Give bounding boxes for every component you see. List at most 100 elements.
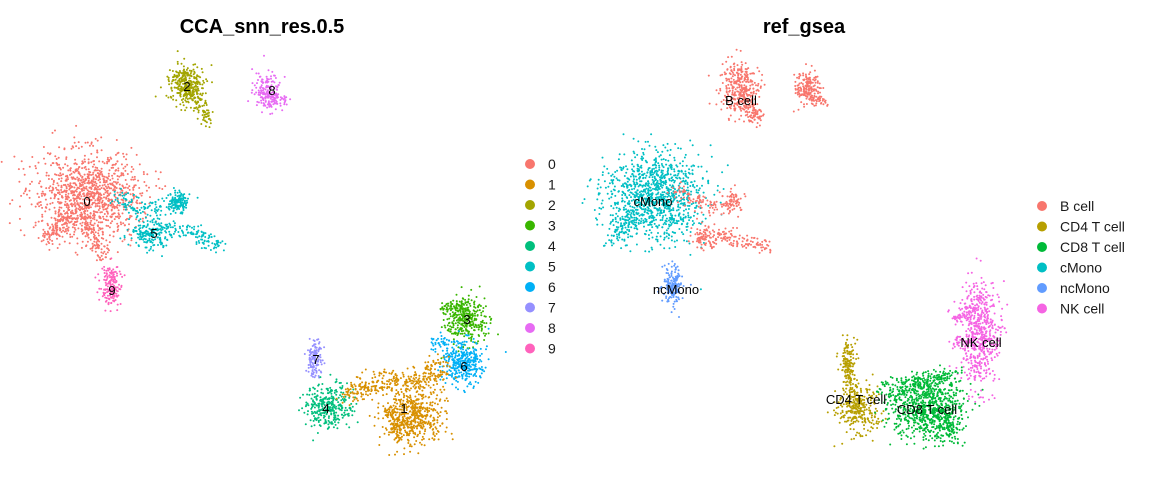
scatter-point	[59, 201, 61, 204]
scatter-point	[279, 96, 282, 99]
scatter-point	[58, 191, 61, 194]
scatter-point	[176, 82, 179, 85]
scatter-point	[339, 386, 342, 389]
scatter-point	[473, 319, 476, 322]
scatter-point	[93, 218, 96, 221]
scatter-point	[439, 345, 442, 348]
scatter-point	[335, 405, 338, 408]
scatter-point	[109, 179, 112, 181]
scatter-point	[483, 370, 486, 373]
scatter-point	[323, 362, 326, 365]
scatter-point	[485, 322, 488, 325]
scatter-point	[122, 152, 125, 155]
scatter-point	[442, 356, 445, 359]
scatter-point	[165, 197, 168, 199]
scatter-point	[103, 204, 106, 207]
scatter-point	[463, 332, 466, 335]
scatter-point	[97, 209, 100, 211]
scatter-point	[266, 81, 269, 84]
scatter-point	[182, 65, 185, 68]
scatter-point	[138, 163, 141, 166]
scatter-point	[121, 203, 124, 206]
scatter-point	[168, 80, 170, 83]
scatter-point	[429, 403, 432, 406]
scatter-point	[467, 347, 470, 350]
scatter-point	[429, 373, 432, 375]
scatter-point	[253, 93, 256, 96]
scatter-point	[51, 232, 54, 234]
scatter-point	[99, 192, 102, 195]
scatter-point	[734, 120, 737, 123]
scatter-point	[100, 287, 103, 290]
scatter-point	[90, 230, 93, 233]
scatter-point	[454, 376, 457, 379]
scatter-point	[95, 169, 98, 172]
scatter-point	[156, 217, 159, 220]
scatter-point	[146, 251, 149, 254]
scatter-point	[397, 425, 400, 428]
scatter-point	[428, 354, 431, 357]
scatter-point	[471, 359, 474, 362]
scatter-point	[141, 217, 144, 220]
scatter-point	[126, 228, 129, 231]
scatter-point	[84, 141, 87, 144]
scatter-point	[195, 90, 198, 93]
scatter-point	[477, 324, 480, 327]
scatter-point	[34, 205, 37, 208]
scatter-point	[49, 197, 52, 200]
scatter-point	[83, 194, 86, 197]
scatter-point	[348, 388, 350, 391]
scatter-point	[185, 199, 188, 202]
scatter-point	[740, 86, 743, 89]
scatter-point	[207, 244, 210, 247]
scatter-point	[83, 187, 86, 190]
scatter-point	[85, 198, 88, 201]
scatter-point	[432, 348, 435, 351]
scatter-point	[175, 86, 178, 89]
scatter-point	[106, 192, 109, 194]
scatter-point	[79, 197, 82, 200]
scatter-point	[454, 309, 457, 312]
scatter-point	[125, 191, 128, 194]
scatter-point	[432, 433, 435, 436]
scatter-point	[108, 169, 111, 172]
scatter-point	[382, 394, 385, 397]
scatter-point	[465, 340, 468, 343]
scatter-point	[75, 163, 78, 166]
scatter-point	[128, 223, 130, 226]
scatter-point	[90, 188, 93, 190]
scatter-point	[79, 191, 82, 194]
scatter-point	[154, 208, 156, 210]
cluster-label: 9	[108, 283, 115, 298]
scatter-point	[47, 174, 50, 177]
scatter-point	[391, 380, 394, 382]
scatter-point	[190, 233, 193, 235]
scatter-point	[728, 87, 731, 90]
scatter-point	[99, 196, 102, 199]
scatter-point	[412, 385, 415, 388]
scatter-point	[309, 350, 312, 353]
scatter-point	[156, 227, 159, 230]
scatter-point	[432, 384, 435, 386]
scatter-point	[94, 231, 97, 234]
scatter-point	[255, 72, 258, 75]
scatter-point	[455, 351, 458, 354]
scatter-point	[340, 404, 343, 407]
scatter-point	[356, 376, 359, 379]
scatter-point	[445, 418, 448, 421]
scatter-point	[180, 78, 183, 81]
scatter-point	[165, 94, 168, 97]
scatter-point	[173, 207, 176, 210]
scatter-point	[197, 100, 199, 103]
scatter-point	[54, 195, 56, 198]
scatter-point	[454, 331, 457, 334]
scatter-point	[410, 387, 412, 390]
legend-swatch	[525, 261, 535, 272]
scatter-point	[86, 227, 89, 230]
scatter-point	[96, 156, 98, 159]
scatter-point	[432, 419, 434, 422]
scatter-point	[346, 391, 349, 394]
scatter-point	[186, 201, 189, 204]
scatter-point	[70, 214, 72, 217]
scatter-point	[73, 233, 75, 236]
